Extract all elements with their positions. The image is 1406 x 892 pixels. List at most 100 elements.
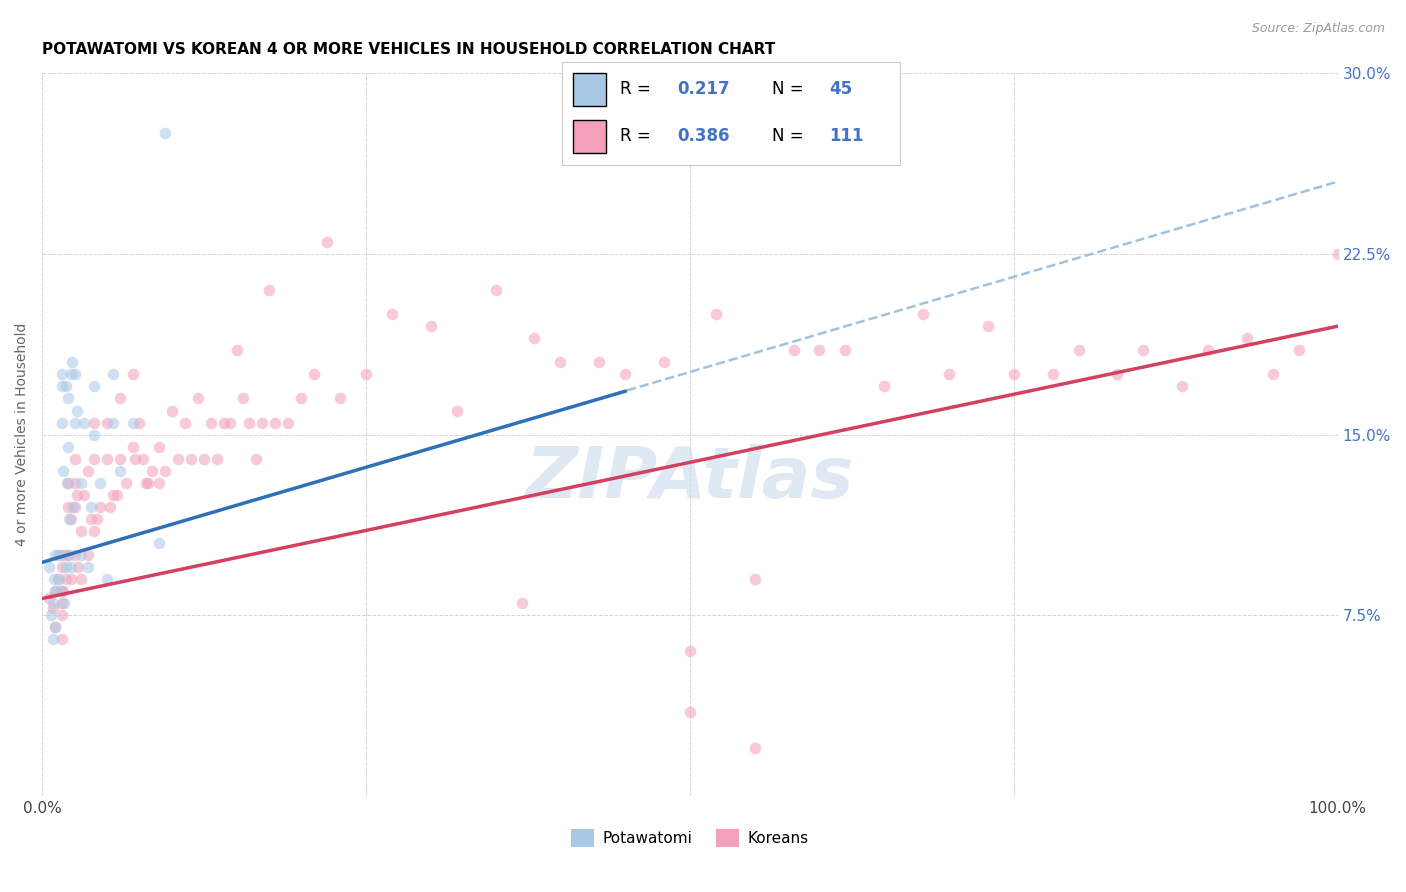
Point [103, 368, 125, 382]
Point [56, 440, 79, 454]
Text: 0.386: 0.386 [678, 128, 730, 145]
Point [523, 331, 546, 345]
Point [148, 440, 170, 454]
Point [44, 584, 66, 599]
Point [103, 416, 125, 430]
Point [89, 475, 111, 490]
Point [56, 392, 79, 406]
Point [46, 572, 69, 586]
Point [173, 416, 195, 430]
Point [205, 451, 228, 466]
Point [122, 368, 145, 382]
Point [354, 368, 377, 382]
Point [42, 572, 65, 586]
Point [1288, 343, 1310, 358]
Point [66, 488, 89, 502]
Text: Source: ZipAtlas.com: Source: ZipAtlas.com [1251, 22, 1385, 36]
Point [96, 572, 118, 586]
Point [704, 307, 727, 321]
Point [1171, 379, 1194, 393]
Point [148, 475, 170, 490]
Point [56, 475, 79, 490]
Point [63, 451, 86, 466]
Point [51, 416, 73, 430]
Text: 111: 111 [830, 128, 863, 145]
Point [103, 488, 125, 502]
Point [56, 475, 79, 490]
Point [108, 451, 131, 466]
Legend: Potawatomi, Koreans: Potawatomi, Koreans [565, 822, 815, 854]
Point [83, 451, 105, 466]
Point [180, 451, 202, 466]
Point [72, 416, 94, 430]
Point [193, 451, 215, 466]
Point [160, 403, 183, 417]
Point [115, 475, 138, 490]
Point [381, 307, 404, 321]
Point [38, 591, 60, 606]
Point [1107, 368, 1129, 382]
Point [679, 705, 702, 719]
Point [49, 548, 72, 562]
Point [70, 572, 93, 586]
Point [155, 464, 177, 478]
Point [1236, 331, 1258, 345]
Point [48, 572, 70, 586]
Point [76, 560, 98, 574]
Point [80, 500, 103, 514]
Point [46, 548, 69, 562]
Point [225, 343, 247, 358]
Text: ZIPAtlas: ZIPAtlas [526, 443, 855, 513]
Point [51, 632, 73, 647]
Point [419, 319, 441, 334]
Text: R =: R = [620, 128, 655, 145]
Point [55, 572, 77, 586]
Point [1042, 368, 1064, 382]
Point [808, 343, 831, 358]
Point [238, 416, 260, 430]
Point [44, 620, 66, 634]
Point [148, 536, 170, 550]
Point [59, 572, 82, 586]
Point [252, 416, 274, 430]
Point [98, 500, 121, 514]
Text: 0.217: 0.217 [678, 80, 730, 98]
Point [257, 283, 280, 297]
Text: 45: 45 [830, 80, 852, 98]
Point [56, 500, 79, 514]
Text: R =: R = [620, 80, 655, 98]
Point [58, 512, 80, 526]
Point [782, 343, 804, 358]
Point [264, 416, 287, 430]
Point [108, 392, 131, 406]
Point [446, 403, 468, 417]
Point [56, 548, 79, 562]
Point [484, 283, 506, 297]
Point [52, 464, 75, 478]
Point [510, 596, 533, 610]
Point [44, 548, 66, 562]
Point [86, 512, 108, 526]
Point [679, 644, 702, 658]
Point [652, 355, 675, 369]
Point [108, 464, 131, 478]
Point [51, 560, 73, 574]
Point [76, 464, 98, 478]
Point [67, 560, 90, 574]
Point [155, 127, 177, 141]
Point [63, 548, 86, 562]
Point [53, 596, 76, 610]
Point [834, 343, 856, 358]
FancyBboxPatch shape [572, 120, 606, 153]
FancyBboxPatch shape [572, 73, 606, 105]
Point [141, 464, 163, 478]
Point [277, 416, 299, 430]
Point [329, 392, 352, 406]
Point [96, 451, 118, 466]
Point [39, 608, 62, 623]
Point [219, 416, 242, 430]
Point [41, 596, 63, 610]
Point [290, 392, 312, 406]
Point [302, 368, 325, 382]
Y-axis label: 4 or more Vehicles in Household: 4 or more Vehicles in Household [15, 323, 30, 546]
